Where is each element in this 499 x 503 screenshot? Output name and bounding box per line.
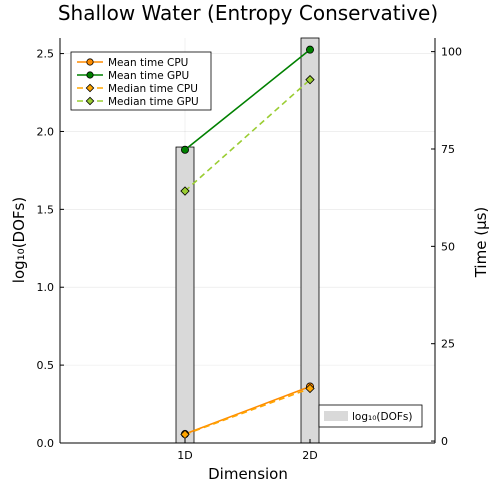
legend-marker xyxy=(85,83,95,93)
bar-2D xyxy=(300,37,320,444)
y-right-tick-label: 100 xyxy=(441,46,462,59)
y-left-tick-label: 2.5 xyxy=(37,48,55,61)
legend-line-label: Median time GPU xyxy=(108,96,199,108)
axes-layer: 0.0 0.5 1.0 1.5 2.0 2.5 0 25 50 75 100 1D 2D xyxy=(37,38,462,462)
y-left-tick-label: 0.0 xyxy=(37,437,55,450)
y-left-tick-label: 1.0 xyxy=(37,281,55,294)
legend-line-label: Median time CPU xyxy=(108,83,198,95)
y-left-tick-label: 2.0 xyxy=(37,125,55,138)
series-point-3-1 xyxy=(305,75,315,85)
legend-bars-box xyxy=(318,404,423,428)
series-point-1-1 xyxy=(305,45,314,54)
y-right-tick-label: 75 xyxy=(441,143,455,156)
series-line-3 xyxy=(184,79,311,192)
legend-line-label: Mean time CPU xyxy=(108,57,188,69)
series-point-2-1 xyxy=(305,383,315,394)
x-tick-label: 1D xyxy=(177,449,192,462)
legend-marker xyxy=(86,71,94,79)
lines-layer xyxy=(180,45,315,440)
legend-line-label: Mean time GPU xyxy=(108,70,189,82)
x-axis-label: Dimension xyxy=(208,465,288,483)
series-line-2 xyxy=(184,387,311,436)
series-point-1-0 xyxy=(180,145,189,154)
chart-title: Shallow Water (Entropy Conservative) xyxy=(58,1,438,25)
y-right-tick-label: 25 xyxy=(441,338,455,351)
y-axis-left-label: log₁₀(DOFs) xyxy=(10,197,28,283)
legend-marker xyxy=(85,96,95,106)
y-left-tick-label: 1.5 xyxy=(37,203,55,216)
legend-marker xyxy=(86,58,94,66)
y-right-tick-label: 50 xyxy=(441,240,455,253)
y-right-tick-label: 0 xyxy=(441,435,448,448)
series-line-1 xyxy=(184,49,311,151)
series-point-2-0 xyxy=(180,429,190,440)
y-left-tick-label: 0.5 xyxy=(37,359,55,372)
x-tick-label: 2D xyxy=(302,449,317,462)
legend-bar-label: log₁₀(DOFs) xyxy=(352,411,412,423)
legend-bar-swatch xyxy=(324,411,348,421)
y-axis-right-label: Time (μs) xyxy=(472,207,490,279)
legend-bars: log₁₀(DOFs) xyxy=(318,404,423,428)
series-point-3-0 xyxy=(180,186,190,196)
